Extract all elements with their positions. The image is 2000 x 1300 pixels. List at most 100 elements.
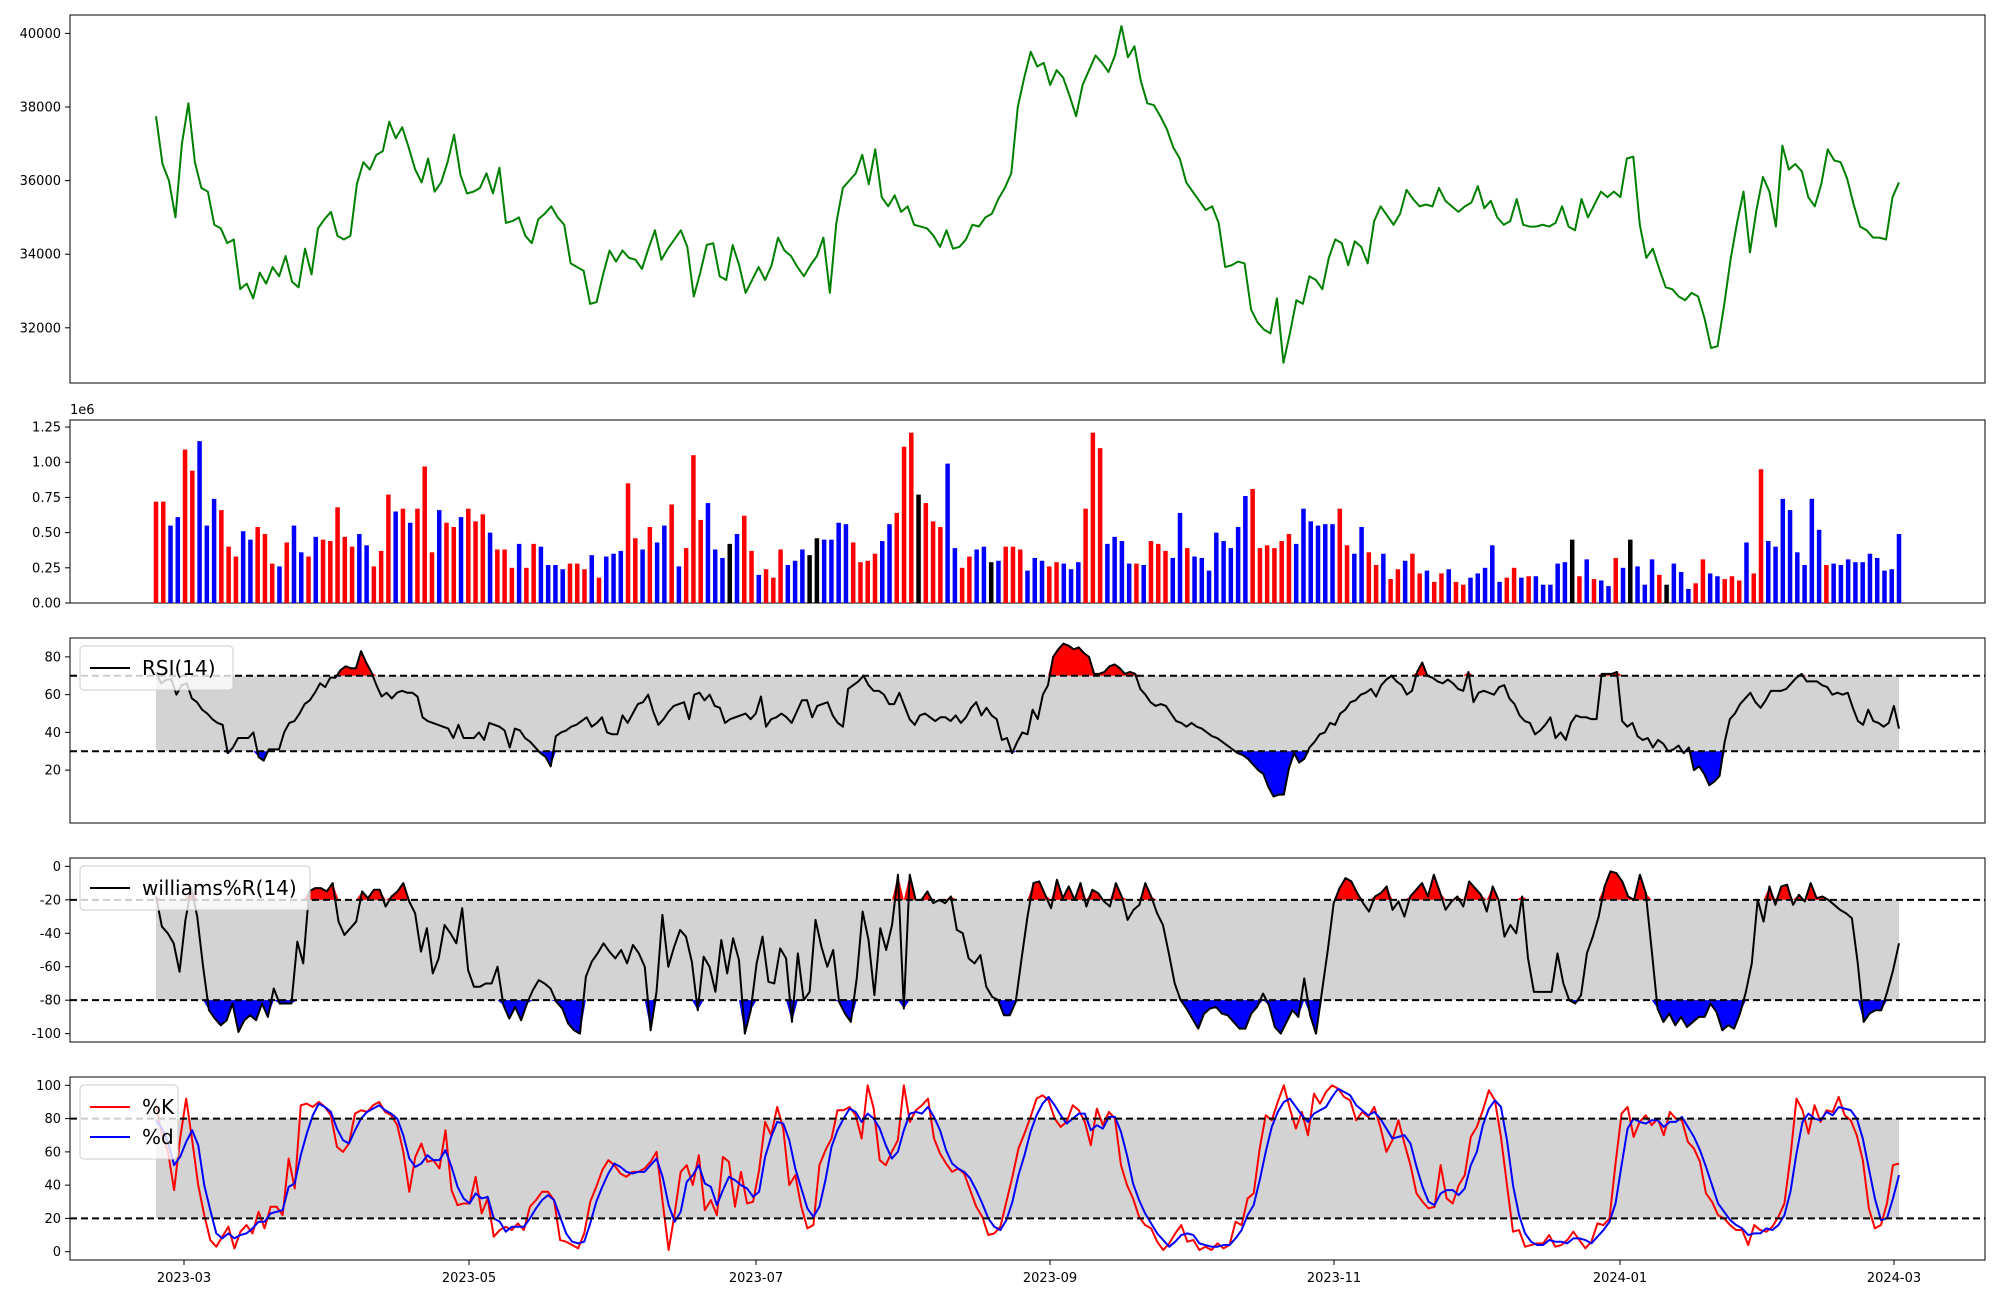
volume-bar	[1620, 567, 1626, 603]
price-y-tick-label: 34000	[20, 248, 61, 263]
volume-bar	[945, 463, 950, 603]
volume-bar	[1824, 564, 1829, 603]
volume-bar	[1613, 557, 1619, 603]
volume-bar	[974, 549, 979, 603]
volume-bar	[1228, 548, 1234, 603]
volume-bar	[1853, 562, 1858, 603]
stochastic-y-tick-label: 0	[53, 1245, 61, 1260]
volume-bar	[1555, 563, 1560, 603]
volume-bar	[1105, 543, 1110, 603]
volume-bar	[1686, 588, 1691, 603]
volume-bar	[1519, 577, 1524, 603]
volume-bar	[1068, 569, 1074, 603]
price-series-line	[155, 25, 1900, 364]
volume-bar	[618, 550, 624, 603]
volume-bar	[640, 549, 645, 603]
volume-bar	[1279, 541, 1284, 603]
stochastic-neutral-band	[156, 1118, 1899, 1219]
volume-bar	[1678, 572, 1684, 603]
stochastic-y-tick-label: 100	[36, 1079, 61, 1094]
volume-bar	[233, 556, 239, 603]
volume-bar	[771, 577, 776, 603]
volume-bar	[1010, 546, 1016, 603]
volume-bar	[524, 567, 529, 603]
volume-bar	[1134, 563, 1139, 603]
volume-bar	[865, 560, 870, 603]
volume-bar	[1047, 566, 1052, 603]
volume-bar	[1410, 553, 1415, 603]
volume-bar	[1286, 534, 1292, 603]
volume-bar	[1453, 581, 1459, 603]
volume-bar	[1301, 508, 1306, 603]
volume-bar	[1751, 573, 1756, 603]
volume-bar	[371, 566, 377, 603]
volume-bar	[742, 515, 747, 603]
volume-bar	[821, 539, 827, 603]
volume-bar	[604, 556, 609, 603]
volume-bar	[175, 517, 181, 603]
price-y-tick-label: 32000	[20, 321, 61, 336]
williams-r-y-tick-label: -80	[40, 994, 61, 1009]
volume-bar	[1264, 545, 1270, 603]
price-y-tick-label: 36000	[20, 174, 61, 189]
williams-r-legend-label: williams%R(14)	[142, 876, 297, 900]
volume-bar	[1352, 553, 1357, 603]
volume-bar	[858, 562, 863, 603]
volume-bar	[814, 538, 820, 603]
williams-r-panel: 0 -20 -40 -60 -80 -100 williams%R(14)	[31, 857, 1986, 1043]
volume-bar	[262, 534, 268, 603]
volume-bar	[545, 564, 551, 603]
volume-bar	[829, 539, 834, 603]
volume-bar	[778, 549, 783, 603]
x-tick-label: 2023-11	[1307, 1271, 1361, 1286]
volume-bar	[1889, 569, 1894, 603]
volume-bar	[1838, 564, 1844, 603]
williams-r-frame	[69, 857, 1986, 1043]
volume-bar	[1606, 586, 1611, 603]
volume-bar	[1874, 557, 1880, 603]
volume-bar	[1816, 529, 1822, 603]
volume-bar	[923, 503, 929, 603]
volume-bar	[1475, 573, 1481, 603]
x-tick-label: 2023-09	[1023, 1271, 1077, 1286]
volume-bar	[1315, 525, 1321, 603]
volume-bar	[313, 536, 319, 603]
williams-r-y-tick-label: 0	[53, 860, 61, 875]
volume-bar	[284, 542, 289, 603]
volume-bar	[872, 553, 878, 603]
volume-bar	[269, 563, 275, 603]
volume-bar	[1526, 576, 1531, 603]
volume-bar	[1243, 496, 1248, 603]
volume-bar	[168, 525, 173, 603]
price-frame	[69, 14, 1986, 384]
volume-bar	[792, 560, 798, 603]
volume-bar	[800, 549, 805, 603]
volume-bar	[1199, 557, 1205, 603]
volume-bar	[509, 567, 515, 603]
volume-bar	[1206, 570, 1212, 603]
stochastic-y-tick-label: 40	[44, 1179, 61, 1194]
stochastic-d-line	[155, 1087, 1900, 1248]
volume-bar	[691, 455, 696, 603]
volume-bar	[938, 526, 943, 603]
volume-bar	[654, 542, 660, 603]
volume-bar	[1736, 580, 1742, 603]
volume-bar	[1097, 448, 1103, 603]
rsi-y-tick-label: 20	[44, 764, 61, 779]
volume-bar	[1577, 576, 1582, 603]
volume-bar	[1337, 508, 1343, 603]
volume-bar	[705, 503, 711, 603]
volume-bar	[1533, 576, 1539, 603]
x-tick-label: 2024-01	[1593, 1271, 1647, 1286]
price-panel: 32000 34000 36000 38000 40000	[20, 14, 1986, 384]
volume-bar	[349, 546, 355, 603]
volume-bar	[1671, 563, 1677, 603]
volume-bar	[436, 510, 442, 603]
volume-bar	[727, 543, 732, 603]
volume-bar	[328, 541, 333, 603]
volume-bar	[1221, 541, 1226, 603]
volume-bar	[1468, 577, 1473, 603]
volume-bar	[357, 534, 362, 603]
volume-bar	[698, 519, 703, 603]
